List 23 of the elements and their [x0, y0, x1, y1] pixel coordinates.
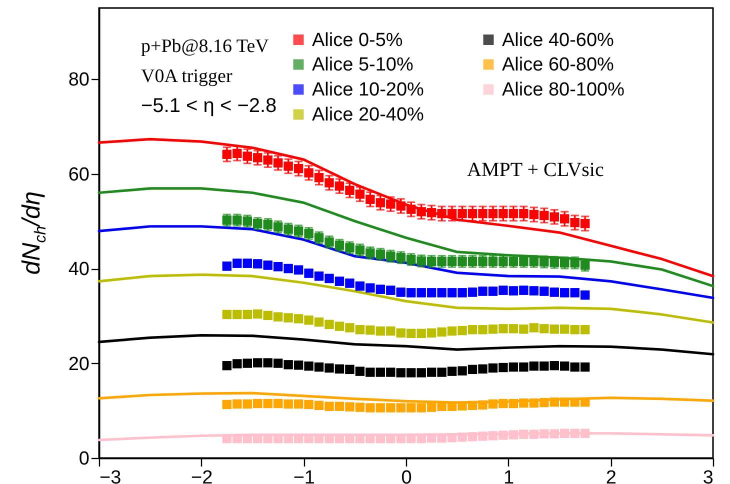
legend-label: Alice 10-20%	[312, 80, 424, 100]
annotation: V0A trigger	[141, 66, 233, 87]
legend-label: Alice 20-40%	[312, 104, 424, 126]
x-tick-label: 3	[702, 468, 714, 484]
legend-label: Alice 80-100%	[502, 80, 625, 100]
legend-label: Alice 5-10%	[312, 54, 414, 76]
x-tick-label: 2	[606, 468, 616, 484]
x-tick-label: −3	[100, 468, 122, 484]
x-tick-label: 0	[401, 468, 412, 484]
y-tick-label: 20	[68, 354, 90, 375]
y-tick-label: 60	[68, 164, 90, 186]
legend-label: Alice 60-80%	[502, 54, 614, 76]
x-tick-label: −2	[190, 468, 213, 484]
x-tick-label: −1	[293, 468, 316, 484]
y-tick-label: 80	[68, 70, 90, 91]
legend-label: Alice 0-5%	[312, 30, 403, 51]
annotation: −5.1 < η < −2.8	[141, 95, 277, 117]
legend-label: Alice 40-60%	[502, 30, 614, 51]
y-tick-label: 40	[68, 259, 90, 280]
annotation: AMPT + CLVsic	[467, 159, 604, 181]
annotation: p+Pb@8.16 TeV	[141, 36, 270, 57]
y-tick-label: 0	[78, 448, 90, 470]
x-tick-label: 1	[504, 468, 514, 484]
